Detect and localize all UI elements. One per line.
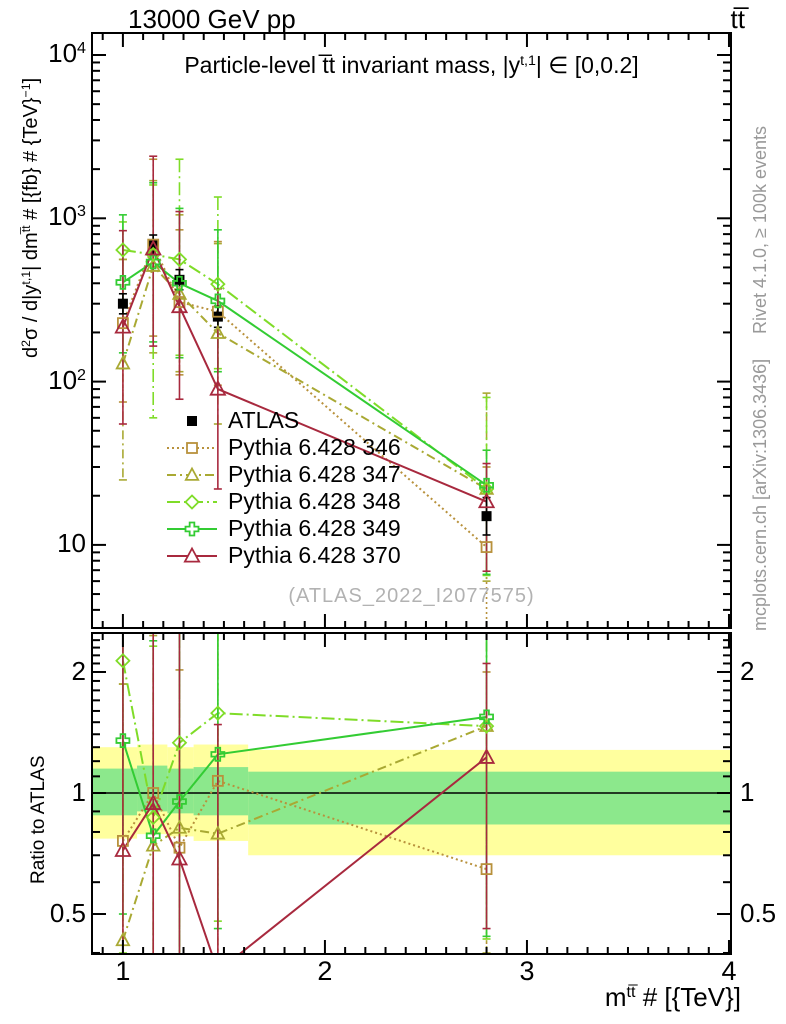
y-ratio-tick-label-left: 1 — [71, 777, 86, 807]
process-label: tt̅ — [730, 4, 745, 34]
legend-item-pythia-6.428-370: Pythia 6.428 370 — [166, 542, 401, 569]
legend-item-atlas: ATLAS — [166, 407, 401, 434]
rivet-version-note: Rivet 4.1.0, ≥ 100k events — [750, 126, 770, 334]
series-ratio-pythia-6.428-370 — [122, 633, 491, 954]
mcplots-reference-note: mcplots.cern.ch [arXiv:1306.3436] — [750, 358, 770, 631]
legend-item-pythia-6.428-349: Pythia 6.428 349 — [166, 515, 401, 542]
legend-marker-open-diamond — [167, 493, 217, 510]
x-axis-tick-label: 4 — [721, 956, 737, 986]
y-axis-title-ratio: Ratio to ATLAS — [28, 755, 49, 885]
legend: ATLAS Pythia 6.428 346 Pythia 6.428 347 Pyt… — [166, 407, 401, 569]
legend-marker-open-plus — [167, 521, 217, 536]
y-ratio-tick-label-left: 0.5 — [49, 898, 86, 928]
y-ratio-tick-label-right: 2 — [740, 655, 755, 686]
legend-marker-open-triangle-large — [167, 546, 217, 563]
plot-title: Particle-level t̅t invariant mass, |yt,1… — [184, 52, 639, 78]
legend-label: Pythia 6.428 346 — [228, 434, 401, 460]
legend-label: Pythia 6.428 348 — [228, 488, 401, 514]
y-ratio-tick-label-right: 0.5 — [740, 898, 777, 928]
legend-label: Pythia 6.428 347 — [228, 461, 401, 487]
beam-energy-label: 13000 GeV pp — [128, 4, 296, 34]
analysis-watermark: (ATLAS_2022_I2077575) — [288, 585, 535, 607]
y-main-tick-label: 102 — [48, 364, 86, 395]
legend-marker-open-square — [167, 441, 217, 454]
legend-item-pythia-6.428-348: Pythia 6.428 348 — [166, 488, 401, 515]
x-axis-tick-label: 3 — [519, 956, 535, 986]
y-main-tick-label: 104 — [48, 38, 86, 68]
legend-marker-open-triangle — [167, 466, 217, 481]
y-main-tick-label: 103 — [48, 201, 86, 232]
legend-item-pythia-6.428-347: Pythia 6.428 347 — [166, 461, 401, 488]
legend-label: ATLAS — [228, 407, 300, 433]
x-axis-tick-label: 1 — [115, 956, 131, 986]
main-panel-content — [114, 155, 496, 628]
legend-label: Pythia 6.428 370 — [228, 542, 401, 568]
x-axis-title: mtt̅ # [{TeV}] — [604, 982, 741, 1012]
ratio-panel-content — [92, 633, 731, 954]
axes-frames-ticks — [91, 32, 732, 955]
y-main-tick-label: 10 — [57, 527, 86, 558]
legend-marker-filled-square — [187, 415, 197, 426]
legend-item-pythia-6.428-346: Pythia 6.428 346 — [166, 434, 401, 461]
y-ratio-tick-label-right: 1 — [740, 777, 755, 807]
ratio-uncertainty-bands — [92, 744, 731, 856]
legend-label: Pythia 6.428 349 — [228, 515, 401, 541]
x-axis-tick-label: 2 — [317, 956, 333, 986]
y-ratio-tick-label-left: 2 — [71, 655, 86, 686]
